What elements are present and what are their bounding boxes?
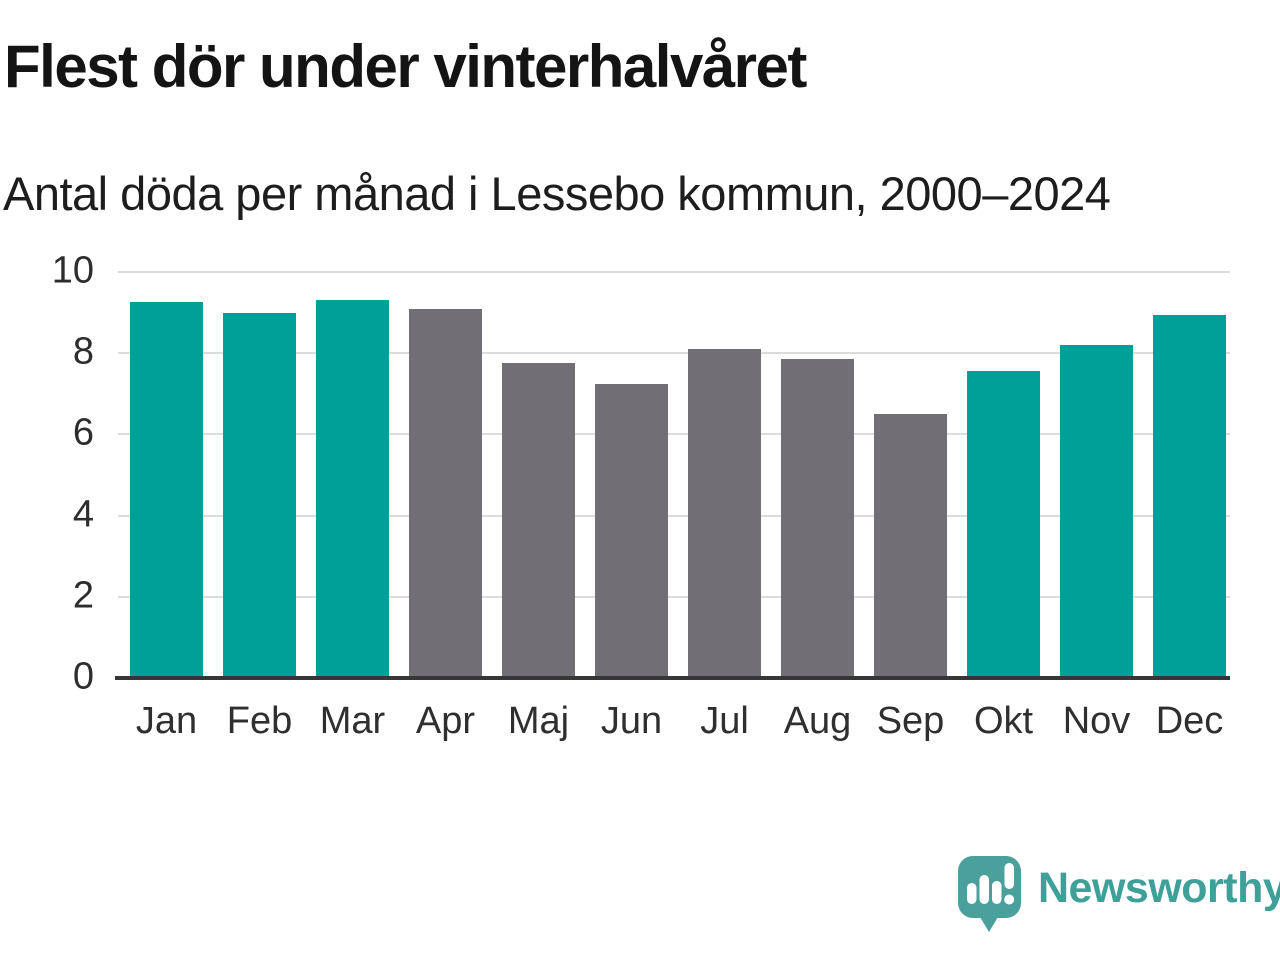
bar-dec <box>1153 314 1226 678</box>
x-tick-label-sep: Sep <box>876 700 945 742</box>
y-tick-label-8: 8 <box>72 330 94 373</box>
bar-aug <box>781 359 854 678</box>
gridline-10 <box>118 271 1230 273</box>
newsworthy-logo: Newsworthy <box>958 856 1280 932</box>
gridline-6 <box>118 433 1230 436</box>
y-tick-label-2: 2 <box>72 574 94 617</box>
bar-nov <box>1060 345 1133 678</box>
y-tick-label-6: 6 <box>72 411 94 454</box>
x-tick-label-dec: Dec <box>1155 700 1224 742</box>
bar-feb <box>223 312 296 678</box>
bar-jan <box>130 302 203 678</box>
bar-okt <box>967 371 1040 678</box>
bar-sep <box>874 414 947 678</box>
bar-jul <box>688 349 761 678</box>
y-tick-label-4: 4 <box>72 493 94 536</box>
bar-mar <box>316 300 389 678</box>
x-axis-line <box>115 676 1230 680</box>
newsworthy-logo-text: Newsworthy <box>1038 864 1280 912</box>
bar-maj <box>502 363 575 678</box>
y-tick-label-0: 0 <box>72 655 94 698</box>
x-tick-label-nov: Nov <box>1062 700 1131 742</box>
x-tick-label-maj: Maj <box>507 700 570 742</box>
plot-area <box>115 271 1230 680</box>
x-tick-label-mar: Mar <box>319 700 386 742</box>
x-tick-label-jan: Jan <box>135 700 198 742</box>
x-tick-label-feb: Feb <box>226 700 293 742</box>
chart-title: Flest dör under vinterhalvåret <box>4 33 807 100</box>
y-tick-label-10: 10 <box>51 249 94 292</box>
x-tick-label-okt: Okt <box>973 700 1034 742</box>
x-tick-label-jul: Jul <box>700 700 749 742</box>
x-tick-label-aug: Aug <box>783 700 852 742</box>
x-tick-label-jun: Jun <box>600 700 663 742</box>
gridline-4 <box>118 514 1230 517</box>
gridline-2 <box>118 595 1230 598</box>
newsworthy-speech-bubble-bar-chart-icon <box>958 856 1021 932</box>
gridline-8 <box>118 352 1230 355</box>
bar-jun <box>595 383 668 678</box>
chart-subtitle: Antal döda per månad i Lessebo kommun, 2… <box>3 167 1111 220</box>
x-tick-label-apr: Apr <box>415 700 476 742</box>
bar-apr <box>409 308 482 678</box>
